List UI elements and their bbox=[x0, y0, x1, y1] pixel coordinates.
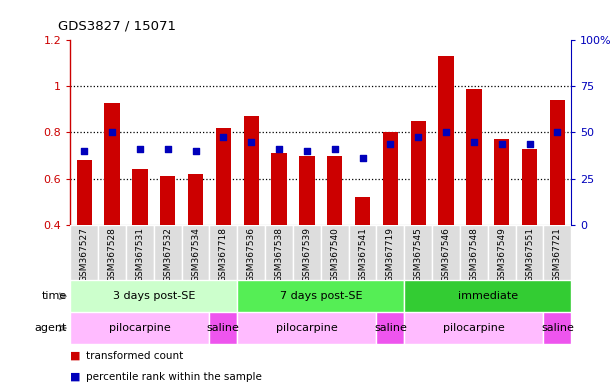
Bar bbox=[237, 280, 404, 312]
Point bbox=[552, 129, 562, 136]
Text: GSM367719: GSM367719 bbox=[386, 227, 395, 282]
Text: agent: agent bbox=[35, 323, 67, 333]
Text: time: time bbox=[42, 291, 67, 301]
Bar bbox=[154, 225, 181, 280]
Bar bbox=[237, 225, 265, 280]
Point bbox=[497, 141, 507, 147]
Bar bbox=[188, 174, 203, 225]
Point bbox=[413, 134, 423, 140]
Text: 7 days post-SE: 7 days post-SE bbox=[279, 291, 362, 301]
Text: saline: saline bbox=[541, 323, 574, 333]
Point bbox=[219, 134, 229, 140]
Bar bbox=[210, 225, 237, 280]
Bar bbox=[76, 160, 92, 225]
Text: GSM367549: GSM367549 bbox=[497, 227, 506, 282]
Bar bbox=[70, 312, 210, 344]
Text: GSM367545: GSM367545 bbox=[414, 227, 423, 282]
Point bbox=[357, 155, 367, 161]
Bar bbox=[265, 225, 293, 280]
Point bbox=[469, 139, 479, 145]
Bar bbox=[126, 225, 154, 280]
Bar bbox=[543, 225, 571, 280]
Point bbox=[163, 146, 172, 152]
Bar bbox=[404, 225, 432, 280]
Point bbox=[79, 148, 89, 154]
Bar bbox=[466, 89, 481, 225]
Point bbox=[441, 129, 451, 136]
Point bbox=[107, 129, 117, 136]
Point bbox=[525, 141, 535, 147]
Text: GDS3827 / 15071: GDS3827 / 15071 bbox=[58, 20, 176, 33]
Bar bbox=[321, 225, 349, 280]
Text: saline: saline bbox=[207, 323, 240, 333]
Text: GSM367540: GSM367540 bbox=[330, 227, 339, 282]
Bar bbox=[70, 280, 237, 312]
Bar bbox=[160, 176, 175, 225]
Bar bbox=[349, 225, 376, 280]
Text: GSM367536: GSM367536 bbox=[247, 227, 255, 282]
Bar bbox=[299, 156, 315, 225]
Text: GSM367546: GSM367546 bbox=[442, 227, 450, 282]
Text: GSM367528: GSM367528 bbox=[108, 227, 117, 282]
Bar bbox=[376, 225, 404, 280]
Point bbox=[302, 148, 312, 154]
Bar bbox=[404, 312, 543, 344]
Text: GSM367718: GSM367718 bbox=[219, 227, 228, 282]
Text: transformed count: transformed count bbox=[86, 351, 183, 361]
Bar bbox=[355, 197, 370, 225]
Bar bbox=[98, 225, 126, 280]
Bar bbox=[432, 225, 460, 280]
Text: GSM367548: GSM367548 bbox=[469, 227, 478, 282]
Point bbox=[386, 141, 395, 147]
Bar bbox=[494, 139, 510, 225]
Text: GSM367532: GSM367532 bbox=[163, 227, 172, 282]
Text: pilocarpine: pilocarpine bbox=[109, 323, 170, 333]
Bar bbox=[438, 56, 454, 225]
Text: GSM367721: GSM367721 bbox=[553, 227, 562, 282]
Text: ■: ■ bbox=[70, 351, 81, 361]
Bar bbox=[271, 153, 287, 225]
Bar bbox=[216, 128, 231, 225]
Bar bbox=[104, 103, 120, 225]
Bar bbox=[460, 225, 488, 280]
Point bbox=[274, 146, 284, 152]
Bar bbox=[327, 156, 342, 225]
Bar bbox=[522, 149, 537, 225]
Text: GSM367538: GSM367538 bbox=[274, 227, 284, 282]
Point bbox=[135, 146, 145, 152]
Point bbox=[330, 146, 340, 152]
Bar bbox=[376, 312, 404, 344]
Point bbox=[191, 148, 200, 154]
Text: ■: ■ bbox=[70, 372, 81, 382]
Text: pilocarpine: pilocarpine bbox=[443, 323, 505, 333]
Text: GSM367527: GSM367527 bbox=[79, 227, 89, 282]
Text: GSM367541: GSM367541 bbox=[358, 227, 367, 282]
Bar bbox=[244, 116, 259, 225]
Text: GSM367531: GSM367531 bbox=[136, 227, 144, 282]
Bar bbox=[516, 225, 543, 280]
Bar bbox=[550, 100, 565, 225]
Text: GSM367551: GSM367551 bbox=[525, 227, 534, 282]
Text: immediate: immediate bbox=[458, 291, 518, 301]
Bar bbox=[210, 312, 237, 344]
Bar bbox=[70, 225, 98, 280]
Bar bbox=[488, 225, 516, 280]
Bar bbox=[404, 280, 571, 312]
Bar bbox=[382, 132, 398, 225]
Bar bbox=[293, 225, 321, 280]
Bar bbox=[543, 312, 571, 344]
Bar bbox=[181, 225, 210, 280]
Text: 3 days post-SE: 3 days post-SE bbox=[112, 291, 195, 301]
Text: saline: saline bbox=[374, 323, 407, 333]
Text: percentile rank within the sample: percentile rank within the sample bbox=[86, 372, 262, 382]
Bar bbox=[132, 169, 147, 225]
Text: pilocarpine: pilocarpine bbox=[276, 323, 338, 333]
Text: GSM367534: GSM367534 bbox=[191, 227, 200, 282]
Bar bbox=[411, 121, 426, 225]
Point bbox=[246, 139, 256, 145]
Bar bbox=[237, 312, 376, 344]
Text: GSM367539: GSM367539 bbox=[302, 227, 312, 282]
